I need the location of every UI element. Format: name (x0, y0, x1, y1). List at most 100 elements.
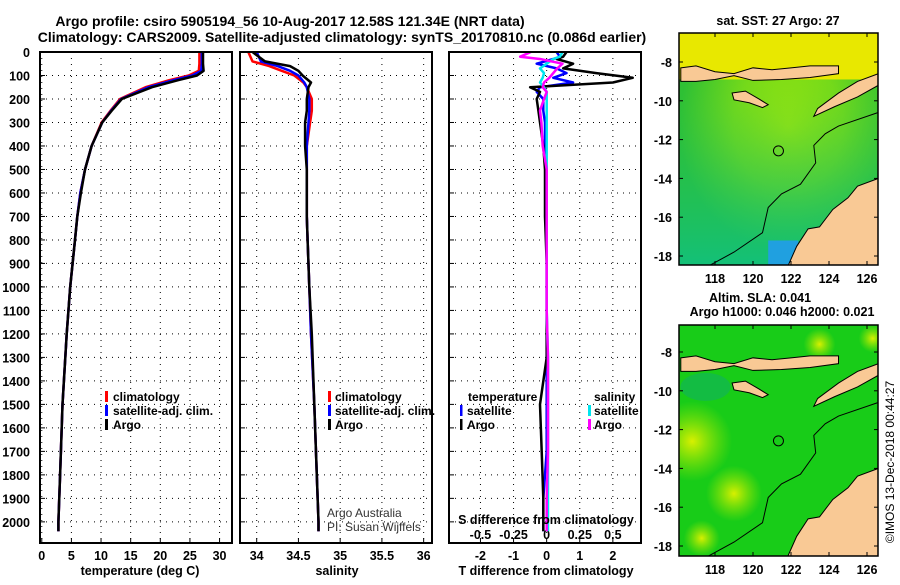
x-tick-label: 10 (94, 549, 108, 563)
lat-tick-label: -18 (654, 540, 672, 554)
land (731, 380, 770, 399)
land (787, 468, 878, 556)
y-tick-label: 1500 (2, 398, 30, 412)
x-tick-label: 25 (183, 549, 197, 563)
s-diff-tick-label: 0 (543, 528, 550, 542)
lon-tick-label: 124 (819, 563, 840, 577)
s-diff-xlabel: S difference from climatology (458, 513, 634, 527)
y-tick-label: 1800 (2, 469, 30, 483)
lon-tick-label: 118 (705, 563, 725, 577)
x-tick-label: 2 (609, 549, 616, 563)
legend-label-argo: Argo (335, 418, 363, 432)
legend-swatch-s-satellite (588, 405, 591, 416)
lat-tick-label: -8 (661, 56, 672, 70)
lat-tick-label: -16 (654, 211, 672, 225)
legend-label-t-satellite: satellite (467, 404, 512, 418)
lat-tick-label: -12 (654, 424, 672, 438)
y-tick-label: 1400 (2, 375, 30, 389)
series-line-argo (251, 51, 320, 532)
lon-tick-label: 122 (781, 563, 802, 577)
imos-credit: ©IMOS 13-Dec-2018 00:44:27 (883, 381, 897, 544)
salinity-xlabel: salinity (315, 564, 358, 578)
y-tick-label: 200 (9, 93, 30, 107)
x-tick-label: 0 (543, 549, 550, 563)
lon-tick-label: 120 (743, 272, 764, 286)
y-tick-label: 600 (9, 187, 30, 201)
y-tick-label: 1700 (2, 445, 30, 459)
map-field (679, 33, 878, 265)
x-tick-label: 5 (68, 549, 75, 563)
legend-label-climatology: climatology (113, 390, 180, 404)
sst-map-title: sat. SST: 27 Argo: 27 (716, 14, 839, 28)
legend-swatch-satellite (105, 405, 108, 416)
sla-high-blob (803, 328, 836, 361)
y-tick-label: 1000 (2, 281, 30, 295)
x-tick-label: 20 (153, 549, 167, 563)
legend-swatch-t-argo (460, 419, 463, 430)
plot-frame (448, 51, 642, 544)
x-tick-label: 30 (213, 549, 227, 563)
y-tick-label: 1600 (2, 422, 30, 436)
y-tick-label: 800 (9, 234, 30, 248)
x-tick-label: 34 (250, 549, 264, 563)
lat-tick-label: -14 (654, 172, 672, 186)
legend-label-climatology: climatology (335, 390, 402, 404)
legend-label-satellite: satellite-adj. clim. (113, 404, 213, 418)
sla-map: 118 120 122 124 126 -8 -10 -12 -14 -16 -18 (654, 324, 879, 577)
sla-high-blob (858, 325, 878, 353)
plot-frame (239, 51, 433, 544)
y-tick-label: 0 (23, 46, 30, 60)
legend-label-s-argo: Argo (594, 418, 622, 432)
land (731, 90, 770, 109)
x-tick-label: 0 (38, 549, 45, 563)
legend-label-argo: Argo (113, 418, 141, 432)
title-line-1: Argo profile: csiro 5905194_56 10-Aug-20… (55, 13, 524, 29)
title-line-2: Climatology: CARS2009. Satellite-adjuste… (38, 29, 646, 45)
s-diff-tick-label: 0.25 (568, 528, 592, 542)
x-tick-label: 1 (576, 549, 583, 563)
map-frame (678, 324, 879, 557)
lon-tick-label: 122 (781, 272, 802, 286)
y-tick-label: 400 (9, 140, 30, 154)
land (680, 355, 839, 372)
depth-contour (707, 402, 878, 556)
land (680, 65, 839, 82)
temperature-legend: climatology satellite-adj. clim. Argo (105, 390, 213, 432)
lon-tick-label: 124 (819, 272, 840, 286)
y-tick-label: 1900 (2, 492, 30, 506)
legend-label-t-argo: Argo (467, 418, 495, 432)
sla-map-title-2: Argo h1000: 0.046 h2000: 0.021 (690, 305, 875, 319)
legend-title-temperature: temperature (468, 390, 538, 404)
sla-high-blob (706, 465, 762, 522)
sla-map-title-1: Altim. SLA: 0.041 (709, 291, 811, 305)
argo-position-marker (772, 435, 784, 447)
salinity-panel: 34 34.5 35 35.5 36 (239, 51, 433, 563)
annotation-pi: PI: Susan Wijffels (327, 520, 421, 534)
temperature-xlabel: temperature (deg C) (81, 564, 200, 578)
argo-position-marker (772, 145, 784, 157)
y-tick-label: 300 (9, 116, 30, 130)
land (812, 363, 878, 408)
land (812, 73, 878, 118)
y-tick-label: 1200 (2, 328, 30, 342)
map-frame (678, 32, 879, 266)
lat-tick-label: -10 (654, 95, 672, 109)
x-tick-label: -2 (475, 549, 486, 563)
y-tick-label: 700 (9, 210, 30, 224)
lat-tick-label: -16 (654, 501, 672, 515)
y-tick-label: 500 (9, 163, 30, 177)
x-tick-label: 34.5 (286, 549, 310, 563)
legend-title-salinity: salinity (594, 390, 636, 404)
depth-contour (709, 112, 878, 265)
x-tick-label: 36 (417, 549, 431, 563)
lon-tick-label: 118 (705, 272, 725, 286)
annotation-argo-australia: Argo Australia (327, 506, 402, 520)
x-tick-label: 15 (124, 549, 138, 563)
y-tick-label: 100 (9, 69, 30, 83)
lon-tick-label: 120 (743, 563, 764, 577)
sla-high-blob (679, 401, 733, 482)
map-field (679, 325, 878, 556)
y-tick-label: 1100 (3, 304, 30, 318)
legend-swatch-argo (105, 419, 108, 430)
